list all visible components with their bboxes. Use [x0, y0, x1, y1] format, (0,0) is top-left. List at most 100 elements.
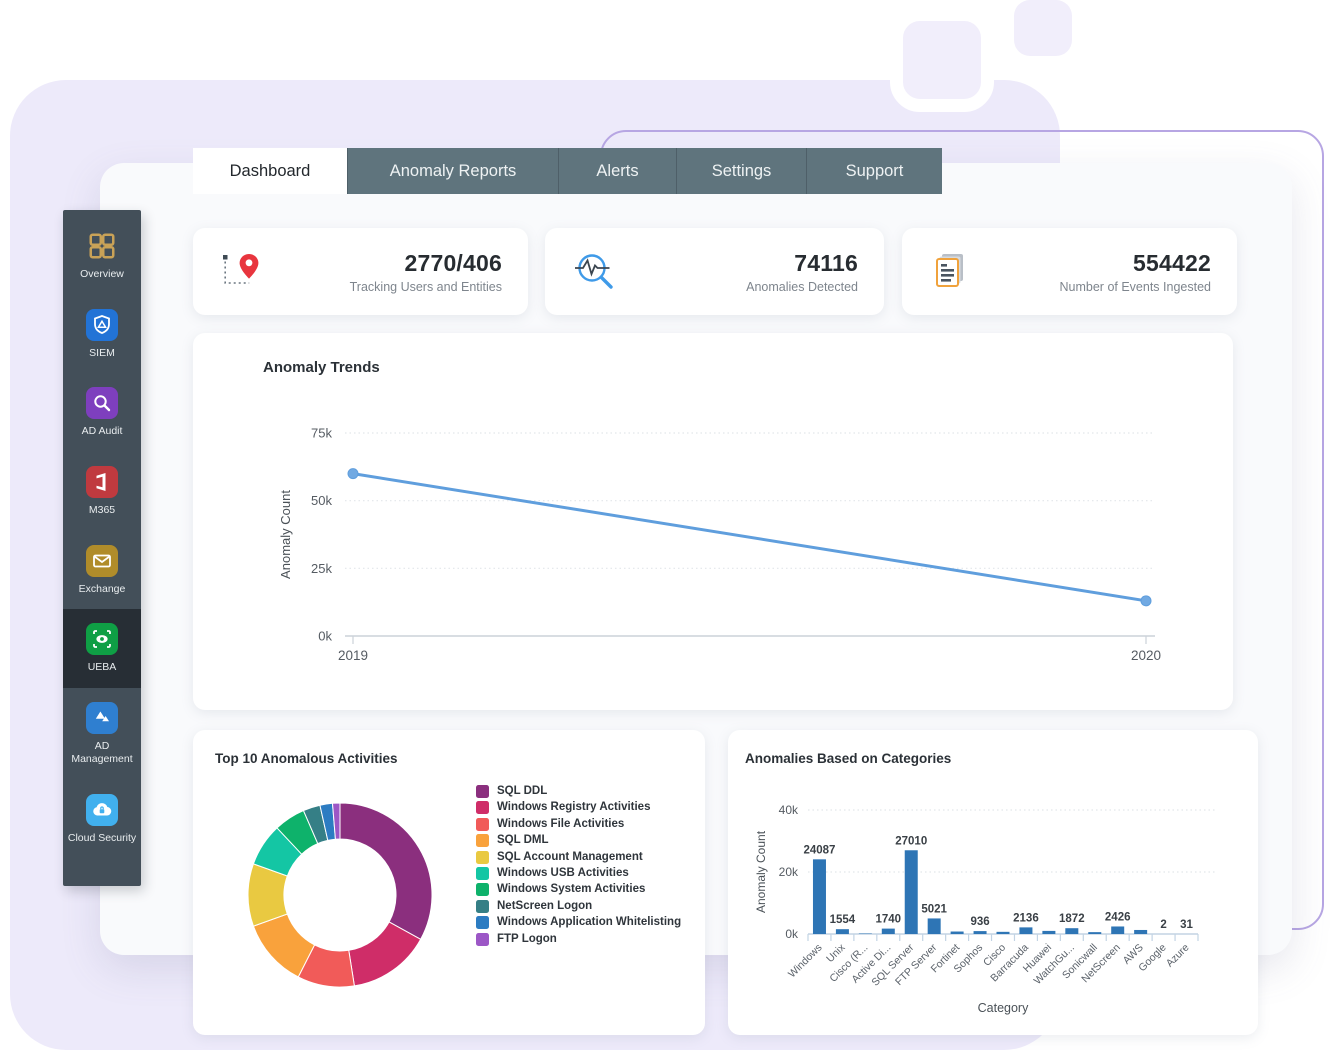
bar-value-label: 1740 [875, 914, 901, 926]
sidebar-item-cloud-security[interactable]: Cloud Security [63, 780, 141, 859]
x-category-label: Azure [1164, 942, 1192, 970]
bar-value-label: 2 [1160, 919, 1166, 931]
legend-label: Windows USB Activities [497, 866, 629, 879]
stat-card-number-of-events-ingested: 554422 Number of Events Ingested [902, 228, 1237, 315]
y-axis-title: Anomaly Count [754, 830, 768, 913]
y-axis-title: Anomaly Count [278, 490, 293, 579]
sidebar-item-ad-audit[interactable]: AD Audit [63, 373, 141, 452]
donut-legend: SQL DDL Windows Registry Activities Window… [476, 785, 681, 949]
bar-value-label: 5021 [921, 903, 947, 915]
x-axis-title: Category [978, 1001, 1029, 1015]
legend-label: NetScreen Logon [497, 899, 593, 912]
y-tick-label: 50k [311, 493, 332, 508]
legend-swatch [476, 866, 489, 880]
legend-item-sql-account-management: SQL Account Management [476, 850, 681, 864]
legend-swatch [476, 850, 489, 864]
donut-slice-ftp-logon [331, 802, 341, 840]
bar-aws [1134, 929, 1148, 934]
legend-label: Windows Registry Activities [497, 801, 651, 814]
shield-icon [86, 308, 118, 341]
sidebar-item-exchange[interactable]: Exchange [63, 531, 141, 610]
legend-item-windows-file-activities: Windows File Activities [476, 817, 681, 831]
stat-text: 554422 Number of Events Ingested [1060, 250, 1211, 294]
bar-value-label: 31 [1180, 919, 1193, 931]
sidebar-item-ueba[interactable]: UEBA [63, 609, 141, 688]
legend-swatch [476, 916, 489, 930]
bar-fortinet [950, 931, 964, 934]
tab-alerts[interactable]: Alerts [558, 148, 676, 194]
events-docs-icon [928, 249, 974, 295]
legend-label: Windows Application Whitelisting [497, 916, 682, 929]
x-category-label: Windows [786, 942, 825, 981]
bar-value-label: 2426 [1105, 911, 1131, 923]
y-tick-label: 40k [779, 803, 799, 817]
legend-label: FTP Logon [497, 932, 557, 945]
tab-anomaly-reports[interactable]: Anomaly Reports [347, 148, 558, 194]
bar-netscreen [1111, 926, 1125, 934]
bar-windows [812, 859, 826, 934]
bar-cisco [996, 931, 1010, 934]
y-tick-label: 75k [311, 426, 332, 441]
anomaly-categories-title: Anomalies Based on Categories [745, 751, 952, 766]
deco-rounded-square-large [890, 8, 994, 112]
legend-swatch [476, 883, 489, 897]
sidebar-item-label: Exchange [78, 582, 126, 595]
bar-sonicwall [1088, 932, 1102, 934]
legend-label: Windows File Activities [497, 817, 625, 830]
y-tick-label: 0k [318, 629, 332, 644]
anomaly-trends-title: Anomaly Trends [263, 359, 380, 376]
legend-item-sql-dml: SQL DML [476, 834, 681, 848]
stat-text: 74116 Anomalies Detected [746, 250, 858, 294]
legend-label: SQL DDL [497, 785, 548, 797]
legend-label: SQL DML [497, 834, 549, 847]
anomaly-search-icon [571, 249, 623, 295]
y-tick-label: 20k [779, 865, 799, 879]
tab-settings[interactable]: Settings [676, 148, 806, 194]
sidebar-item-siem[interactable]: SIEM [63, 295, 141, 374]
bar-value-label: 1554 [830, 914, 856, 926]
sidebar-item-overview[interactable]: Overview [63, 216, 141, 295]
legend-swatch [476, 899, 489, 913]
sidebar-item-ad-management[interactable]: AD Management [63, 688, 141, 780]
legend-item-windows-system-activities: Windows System Activities [476, 883, 681, 897]
legend-item-windows-registry-activities: Windows Registry Activities [476, 801, 681, 815]
bar-watchgu [1065, 928, 1079, 934]
legend-item-sql-ddl: SQL DDL [476, 785, 681, 798]
x-tick-label: 2020 [1131, 648, 1161, 663]
data-point [347, 468, 359, 480]
eye-icon [86, 623, 118, 656]
bar-active-di [881, 928, 895, 934]
top-activities-title: Top 10 Anomalous Activities [215, 751, 398, 766]
magnifier-icon [86, 387, 118, 420]
tab-support[interactable]: Support [806, 148, 942, 194]
sidebar-item-label: M365 [88, 503, 116, 516]
office-icon [86, 465, 118, 498]
bar-unix [835, 929, 849, 934]
stat-card-tracking-users-and-entities: 2770/406 Tracking Users and Entities [193, 228, 528, 315]
legend-swatch [476, 801, 489, 815]
bar-ftp-server [927, 918, 941, 934]
stat-value: 74116 [794, 249, 858, 276]
legend-item-windows-application-whitelisting: Windows Application Whitelisting [476, 916, 682, 930]
x-tick-label: 2019 [338, 648, 368, 663]
triangles-icon [86, 701, 118, 734]
bar-huawei [1042, 930, 1056, 934]
bar-value-label: 24087 [803, 844, 835, 856]
line-series [351, 472, 1148, 603]
anomaly-categories-panel: Anomalies Based on Categories 40k 20k 0k 24… [728, 730, 1258, 1035]
legend-swatch [476, 785, 489, 798]
legend-label: SQL Account Management [497, 850, 643, 863]
tab-dashboard[interactable]: Dashboard [193, 148, 347, 194]
y-tick-label: 25k [311, 561, 332, 576]
legend-swatch [476, 817, 489, 831]
tracking-pin-icon [219, 249, 269, 295]
envelope-icon [86, 544, 118, 577]
sidebar-item-m365[interactable]: M365 [63, 452, 141, 531]
top-activities-panel: Top 10 Anomalous Activities SQL DDL Windo… [193, 730, 705, 1035]
sidebar-item-label: UEBA [87, 661, 117, 674]
legend-label: Windows System Activities [497, 883, 646, 896]
y-tick-label: 0k [785, 927, 799, 941]
data-point [1140, 595, 1152, 607]
legend-swatch [476, 932, 489, 946]
